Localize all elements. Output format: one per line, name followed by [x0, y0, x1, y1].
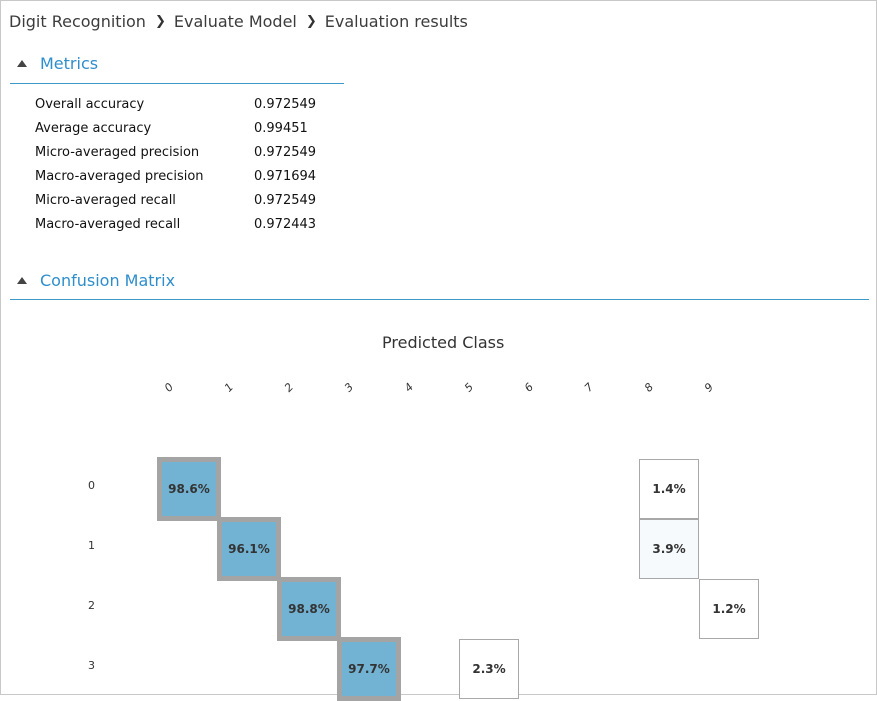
- actual-row-label: 0: [88, 479, 95, 492]
- matrix-cell[interactable]: 1.2%: [699, 579, 759, 639]
- matrix-cell-diagonal[interactable]: 97.7%: [337, 637, 401, 701]
- metric-label: Macro-averaged recall: [35, 217, 181, 232]
- metric-value: 0.972549: [254, 145, 317, 160]
- matrix-cell[interactable]: 3.9%: [639, 519, 699, 579]
- metrics-divider: [10, 83, 344, 84]
- actual-row-label: 2: [88, 599, 95, 612]
- metric-label: Macro-averaged precision: [35, 169, 204, 184]
- metric-value: 0.972549: [254, 97, 317, 112]
- breadcrumb-evaluation-results: Evaluation results: [324, 12, 468, 31]
- confusion-matrix-section-toggle[interactable]: Confusion Matrix: [10, 271, 175, 290]
- matrix-cell-diagonal[interactable]: 98.6%: [157, 457, 221, 521]
- metric-label: Micro-averaged precision: [35, 145, 200, 160]
- metrics-section-toggle[interactable]: Metrics: [10, 54, 98, 73]
- actual-row-label: 1: [88, 539, 95, 552]
- collapse-triangle-icon: [17, 60, 27, 67]
- metric-label: Overall accuracy: [35, 97, 145, 112]
- chevron-right-icon: ❯: [154, 14, 166, 29]
- matrix-cell-diagonal[interactable]: 98.8%: [277, 577, 341, 641]
- metric-value: 0.99451: [254, 121, 308, 136]
- metric-value: 0.972549: [254, 193, 317, 208]
- breadcrumb-digit-recognition[interactable]: Digit Recognition: [9, 12, 146, 31]
- matrix-cell[interactable]: 2.3%: [459, 639, 519, 699]
- actual-row-label: 3: [88, 659, 95, 672]
- predicted-class-title: Predicted Class: [382, 333, 505, 352]
- metric-label: Average accuracy: [35, 121, 152, 136]
- chevron-right-icon: ❯: [305, 14, 317, 29]
- metric-value: 0.972443: [254, 217, 317, 232]
- confusion-matrix-section-title: Confusion Matrix: [40, 271, 176, 290]
- matrix-cell[interactable]: 1.4%: [639, 459, 699, 519]
- metric-value: 0.971694: [254, 169, 317, 184]
- collapse-triangle-icon: [17, 277, 27, 284]
- metrics-section-title: Metrics: [40, 54, 99, 73]
- breadcrumb-evaluate-model[interactable]: Evaluate Model: [173, 12, 297, 31]
- matrix-cell-diagonal[interactable]: 96.1%: [217, 517, 281, 581]
- confusion-matrix-divider: [10, 299, 869, 300]
- breadcrumb: Digit Recognition ❯ Evaluate Model ❯ Eva…: [9, 12, 468, 31]
- metric-label: Micro-averaged recall: [35, 193, 176, 208]
